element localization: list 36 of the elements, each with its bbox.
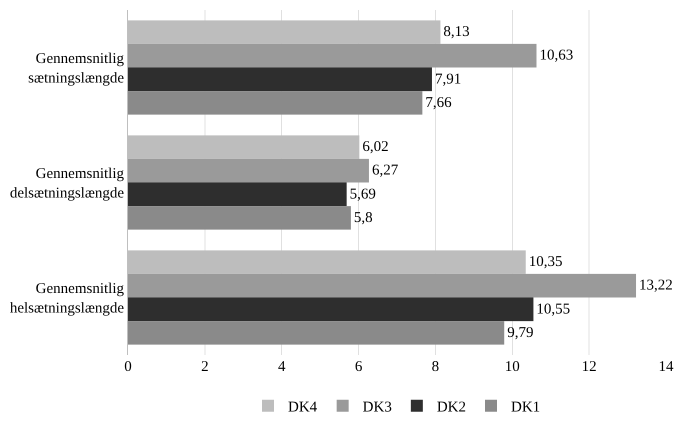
y-tick-label: Gennemsnitlig delsætningslængde	[10, 166, 124, 202]
data-label: 10,55	[536, 301, 570, 318]
x-tick-label: 12	[582, 359, 597, 375]
bar	[128, 298, 534, 322]
data-label: 6,02	[362, 139, 389, 156]
bar	[128, 68, 432, 92]
bar	[128, 91, 422, 115]
bar	[128, 274, 636, 298]
x-tick-label: 14	[658, 359, 674, 375]
data-label: 8,13	[443, 24, 470, 40]
legend-label: DK4	[288, 400, 318, 416]
x-tick-label: 4	[278, 359, 286, 375]
x-tick-label: 2	[201, 359, 209, 375]
legend-label: DK3	[362, 400, 392, 416]
data-label: 5,8	[354, 210, 373, 226]
data-label: 9,79	[507, 324, 534, 341]
y-tick-label: Gennemsnitlig sætningslængde	[28, 51, 124, 86]
legend-label: DK1	[511, 400, 540, 416]
bar	[128, 44, 536, 68]
data-label: 6,27	[372, 162, 399, 179]
bar	[128, 321, 504, 345]
x-tick-label: 6	[354, 359, 363, 375]
data-label: 5,69	[350, 186, 376, 202]
bar	[128, 182, 347, 206]
bar	[128, 206, 351, 230]
data-label: 10,35	[528, 254, 562, 270]
y-tick-label: Gennemsnitlig helsætningslængde	[10, 281, 124, 316]
x-tick-label: 0	[124, 359, 132, 375]
x-tick-label: 8	[432, 359, 440, 375]
data-label: 10,63	[540, 48, 574, 64]
legend-label: DK2	[436, 400, 466, 416]
data-label: 13,22	[639, 278, 673, 294]
data-label: 7,91	[434, 71, 462, 88]
x-tick-label: 10	[504, 359, 520, 375]
bar	[128, 158, 369, 182]
data-label: 7,66	[425, 94, 452, 111]
